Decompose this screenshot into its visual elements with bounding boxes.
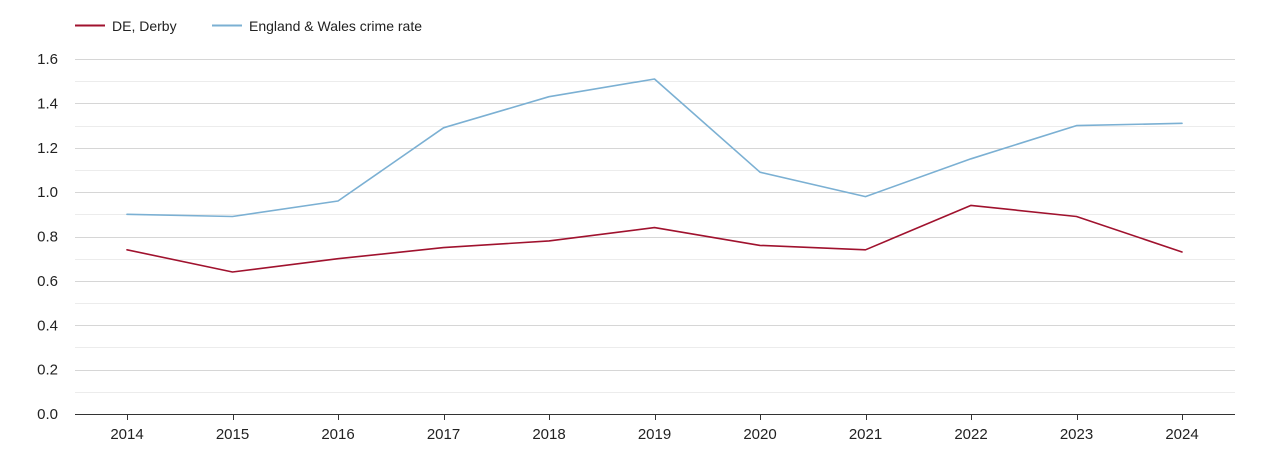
y-tick-label: 1.4 [37, 95, 58, 112]
legend-label: DE, Derby [112, 18, 177, 34]
y-tick-label: 1.6 [37, 51, 58, 68]
y-tick-label: 0.6 [37, 273, 58, 290]
x-tick-label: 2020 [743, 426, 776, 443]
data-point [125, 212, 129, 216]
x-tick-label: 2019 [638, 426, 671, 443]
data-point [653, 226, 657, 230]
x-tick-label: 2024 [1165, 426, 1198, 443]
y-tick-label: 0.0 [37, 406, 58, 423]
x-tick-label: 2016 [321, 426, 354, 443]
data-point [336, 199, 340, 203]
legend-label: England & Wales crime rate [249, 18, 422, 34]
data-point [653, 77, 657, 81]
y-tick-label: 1.2 [37, 140, 58, 157]
data-point [1180, 121, 1184, 125]
data-point [864, 248, 868, 252]
x-tick-label: 2023 [1060, 426, 1093, 443]
y-tick-label: 1.0 [37, 184, 58, 201]
grid [75, 59, 1235, 393]
data-point [442, 246, 446, 250]
y-axis: 0.0 0.2 0.4 0.6 0.8 1.0 1.2 1.4 1.6 [37, 51, 58, 423]
series-line-derby [126, 204, 1183, 273]
series-group [125, 77, 1184, 274]
data-point [758, 170, 762, 174]
data-point [864, 195, 868, 199]
data-point [969, 203, 973, 207]
x-tick-label: 2014 [110, 426, 143, 443]
data-point [125, 248, 129, 252]
y-tick-label: 0.2 [37, 362, 58, 379]
data-point [1180, 250, 1184, 254]
data-point [758, 243, 762, 247]
data-point [1075, 124, 1079, 128]
data-point [336, 257, 340, 261]
y-tick-label: 0.4 [37, 317, 58, 334]
data-point [442, 126, 446, 130]
x-axis: 2014 2015 2016 2017 2018 2019 2020 2021 2022 2023… [75, 414, 1235, 443]
x-tick-label: 2021 [849, 426, 882, 443]
data-point [969, 157, 973, 161]
data-point [231, 270, 235, 274]
data-point [231, 215, 235, 219]
x-tick-label: 2018 [532, 426, 565, 443]
legend: DE, Derby England & Wales crime rate [75, 18, 422, 34]
data-point [1075, 215, 1079, 219]
x-tick-label: 2017 [427, 426, 460, 443]
x-tick-label: 2015 [216, 426, 249, 443]
y-tick-label: 0.8 [37, 229, 58, 246]
x-tick-label: 2022 [954, 426, 987, 443]
data-point [547, 239, 551, 243]
series-line-england-wales [126, 78, 1183, 218]
data-point [547, 95, 551, 99]
